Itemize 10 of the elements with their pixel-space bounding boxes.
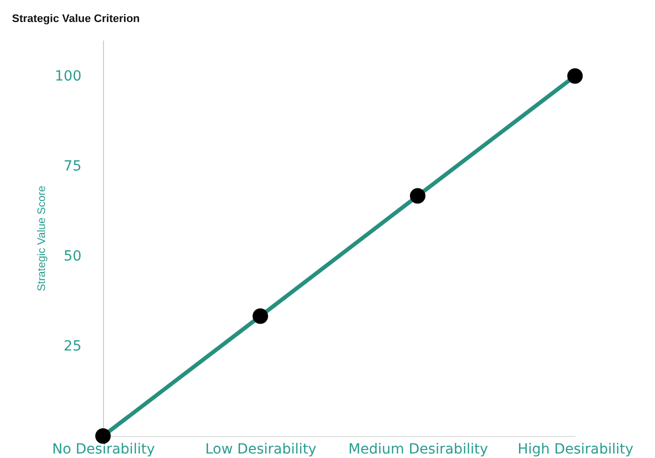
- x-tick-label: High Desirability: [518, 442, 634, 458]
- y-tick-label: 50: [64, 248, 82, 264]
- x-tick-label: No Desirability: [52, 442, 155, 458]
- x-tick-label: Low Desirability: [205, 442, 316, 458]
- y-axis-title: Strategic Value Score: [36, 186, 48, 292]
- y-tick-label: 100: [54, 68, 82, 84]
- y-tick-label: 75: [64, 158, 82, 174]
- y-tick-label: 25: [64, 338, 82, 354]
- x-tick-label: Medium Desirability: [348, 442, 488, 458]
- chart-title: Strategic Value Criterion: [12, 13, 140, 25]
